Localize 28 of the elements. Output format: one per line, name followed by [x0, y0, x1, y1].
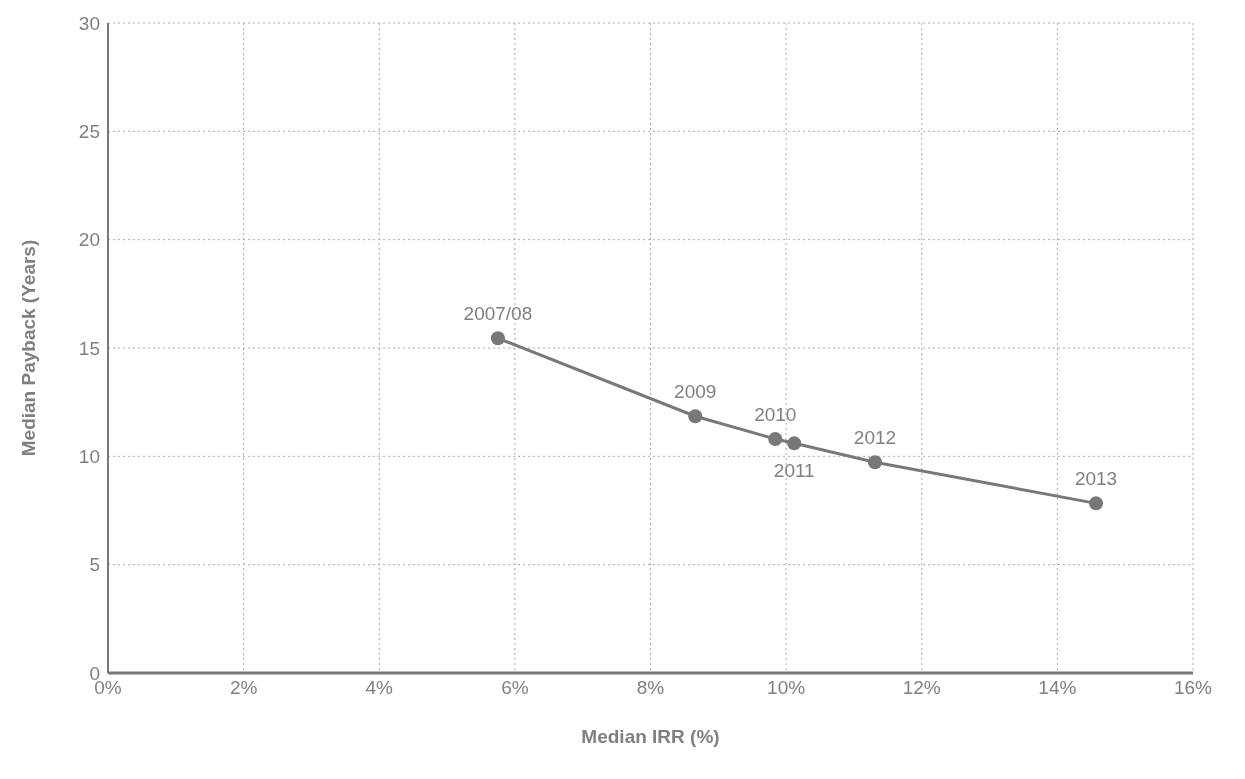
point [688, 409, 703, 424]
x-axis-title: Median IRR (%) [581, 726, 720, 747]
x-tick-label: 6% [501, 677, 529, 699]
x-tick-label: 8% [636, 677, 665, 699]
x-tick-label: 4% [365, 677, 394, 699]
point [768, 432, 783, 446]
annotation: 2010 [754, 404, 797, 425]
annotation: 2009 [674, 381, 717, 403]
annotation: 2012 [853, 427, 897, 449]
y-tick-label: 5 [89, 554, 100, 576]
annotation: 2007/08 [463, 303, 533, 325]
x-tick-label: 2% [229, 677, 258, 699]
x-tick-label: 12% [902, 677, 941, 699]
x-tick-label: 10% [767, 677, 806, 699]
y-tick-label: 30 [78, 12, 100, 34]
y-axis-title: Median Payback (Years) [17, 239, 39, 457]
point [867, 455, 882, 470]
point [1089, 496, 1104, 511]
x-tick-label: 14% [1038, 677, 1077, 699]
x-tick-label: 16% [1173, 677, 1213, 699]
point [490, 331, 505, 346]
annotation: 2013 [1074, 468, 1118, 490]
y-tick-label: 20 [78, 229, 100, 251]
point [787, 436, 802, 451]
y-tick-label: 10 [78, 446, 100, 468]
annotation: 2011 [773, 460, 815, 482]
y-tick-label: 25 [78, 121, 100, 143]
y-tick-label: 15 [78, 337, 100, 359]
